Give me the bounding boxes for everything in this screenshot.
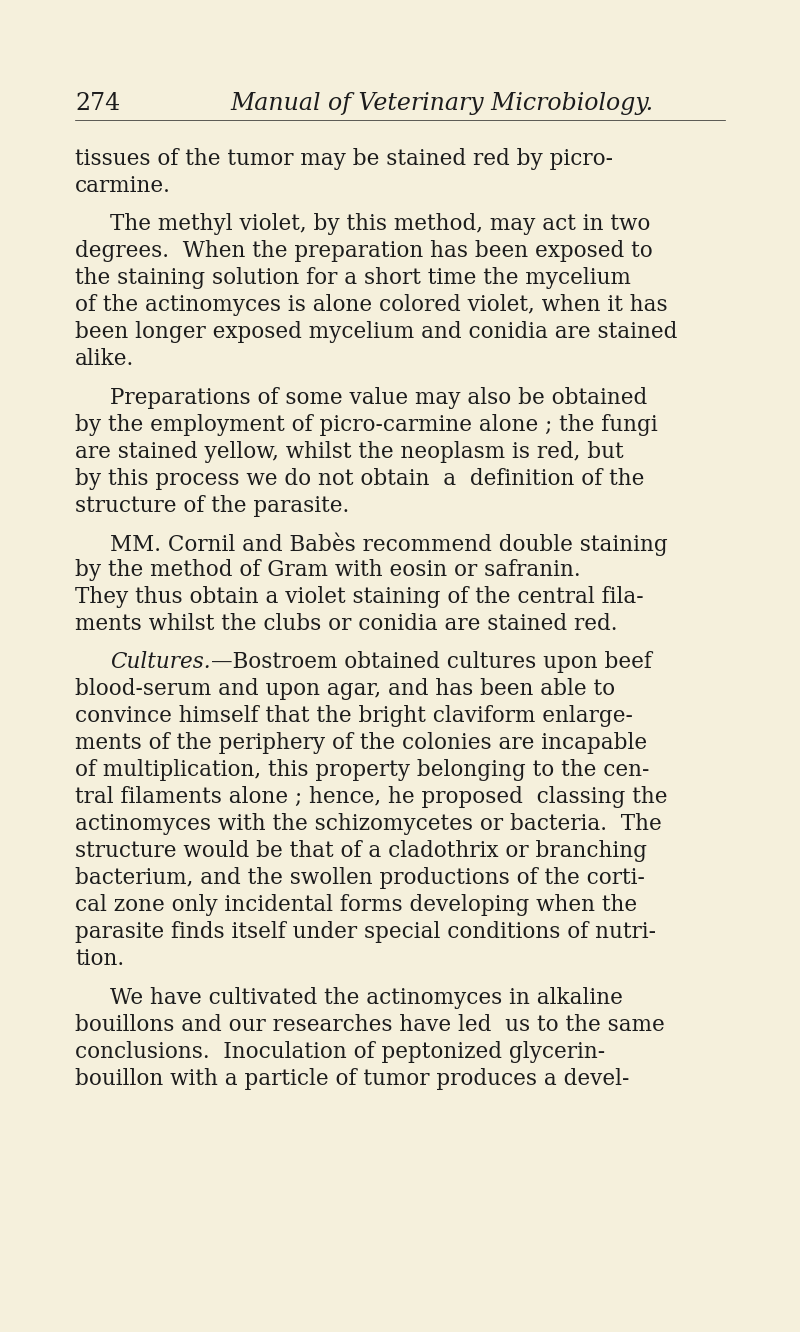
Text: Cultures.: Cultures. [110, 651, 210, 673]
Text: bacterium, and the swollen productions of the corti-: bacterium, and the swollen productions o… [75, 867, 645, 888]
Text: They thus obtain a violet staining of the central fila-: They thus obtain a violet staining of th… [75, 586, 644, 607]
Text: been longer exposed mycelium and conidia are stained: been longer exposed mycelium and conidia… [75, 321, 678, 344]
Text: parasite finds itself under special conditions of nutri-: parasite finds itself under special cond… [75, 920, 656, 943]
Text: Preparations of some value may also be obtained: Preparations of some value may also be o… [110, 388, 647, 409]
Text: bouillons and our researches have led  us to the same: bouillons and our researches have led us… [75, 1014, 665, 1036]
Text: of multiplication, this property belonging to the cen-: of multiplication, this property belongi… [75, 759, 650, 781]
Text: ments whilst the clubs or conidia are stained red.: ments whilst the clubs or conidia are st… [75, 613, 618, 635]
Text: 274: 274 [75, 92, 120, 115]
Text: bouillon with a particle of tumor produces a devel-: bouillon with a particle of tumor produc… [75, 1068, 630, 1090]
Text: by the employment of picro-carmine alone ; the fungi: by the employment of picro-carmine alone… [75, 414, 658, 436]
Text: blood-serum and upon agar, and has been able ​to: blood-serum and upon agar, and has been … [75, 678, 615, 701]
Text: structure would be that of a cladothrix or branching: structure would be that of a cladothrix … [75, 840, 647, 862]
Text: the staining solution for a short time the mycelium: the staining solution for a short time t… [75, 266, 631, 289]
Text: are stained yellow, whilst the neoplasm is red, but: are stained yellow, whilst the neoplasm … [75, 441, 624, 464]
Text: convince himself that the bright claviform enlarge-: convince himself that the bright clavifo… [75, 705, 633, 727]
Text: by the method of Gram with eosin or safranin.: by the method of Gram with eosin or safr… [75, 559, 581, 581]
Text: Manual of Veterinary Microbiology.: Manual of Veterinary Microbiology. [230, 92, 653, 115]
Text: tissues of the tumor may be stained red by picro-: tissues of the tumor may be stained red … [75, 148, 613, 170]
Text: degrees.  When the preparation has been exposed to: degrees. When the preparation has been e… [75, 240, 653, 262]
Text: cal zone only incidental forms developing when the: cal zone only incidental forms developin… [75, 894, 637, 916]
Text: We have cultivated the actinomyces in alkaline: We have cultivated the actinomyces in al… [110, 987, 623, 1010]
Text: conclusions.  Inoculation of peptonized glycerin-: conclusions. Inoculation of peptonized g… [75, 1042, 605, 1063]
Text: by this process we do not obtain  a  definition of the: by this process we do not obtain a defin… [75, 468, 644, 490]
Text: ments of the periphery of the colonies are incapable: ments of the periphery of the colonies a… [75, 733, 647, 754]
Text: actinomyces with the schizomycetes or bacteria.  The: actinomyces with the schizomycetes or ba… [75, 813, 662, 835]
Text: tion.: tion. [75, 948, 124, 970]
Text: structure of the parasite.: structure of the parasite. [75, 496, 350, 517]
Text: The methyl violet, by this method, may act in two: The methyl violet, by this method, may a… [110, 213, 650, 234]
Text: alike.: alike. [75, 348, 134, 370]
Text: MM. Cornil and Babès recommend double staining: MM. Cornil and Babès recommend double st… [110, 531, 668, 555]
Text: carmine.: carmine. [75, 174, 171, 197]
Text: tral filaments alone ; hence, he proposed  classing the: tral filaments alone ; hence, he propose… [75, 786, 667, 809]
Text: of the actinomyces is alone colored violet, when it has: of the actinomyces is alone colored viol… [75, 294, 668, 316]
Text: —Bostroem obtained cultures upon beef: —Bostroem obtained cultures upon beef [210, 651, 651, 673]
